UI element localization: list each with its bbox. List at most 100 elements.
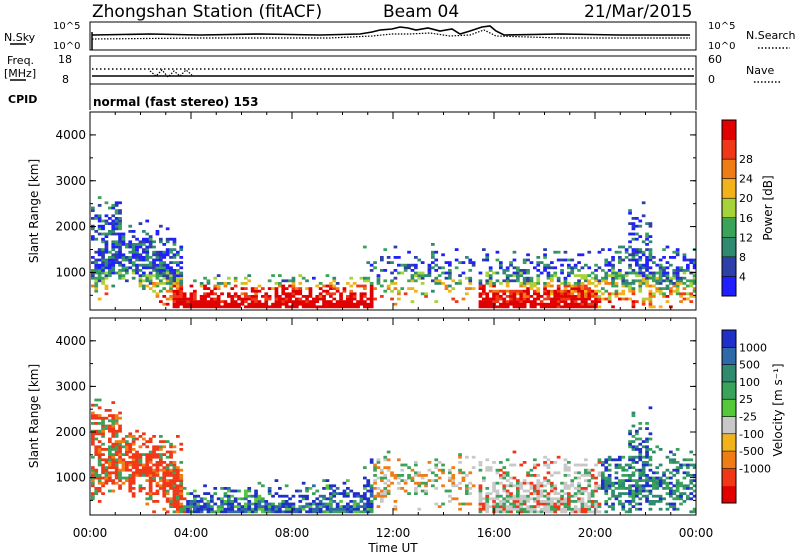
range-gate-cell xyxy=(118,227,122,231)
range-gate-cell xyxy=(645,284,649,288)
range-gate-cell xyxy=(631,424,636,428)
x-tick-label: 08:00 xyxy=(275,526,310,540)
range-gate-cell xyxy=(645,297,649,301)
range-gate-cell xyxy=(618,276,622,280)
range-gate-cell xyxy=(485,302,490,306)
range-gate-cell xyxy=(244,502,248,506)
range-gate-cell xyxy=(567,461,571,464)
range-gate-cell xyxy=(597,474,602,477)
range-gate-cell xyxy=(380,494,384,498)
range-gate-cell xyxy=(210,507,214,511)
range-gate-cell xyxy=(339,292,343,296)
range-gate-cell xyxy=(482,305,486,309)
range-gate-cell xyxy=(465,287,469,290)
range-gate-cell xyxy=(519,497,524,501)
range-gate-cell xyxy=(352,500,357,503)
range-gate-cell xyxy=(298,292,303,296)
range-gate-cell xyxy=(560,258,564,262)
range-gate-cell xyxy=(363,245,367,249)
range-gate-cell xyxy=(220,507,224,511)
range-gate-cell xyxy=(172,284,177,288)
range-gate-cell xyxy=(159,487,163,490)
range-gate-cell xyxy=(597,305,602,309)
range-gate-cell xyxy=(193,302,197,306)
range-gate-cell xyxy=(114,243,119,246)
range-gate-cell xyxy=(148,256,153,259)
range-gate-cell xyxy=(104,201,109,205)
range-gate-cell xyxy=(516,271,520,275)
range-gate-cell xyxy=(509,261,513,264)
range-gate-cell xyxy=(162,266,167,270)
range-gate-cell xyxy=(607,476,612,480)
range-gate-cell xyxy=(400,479,405,482)
range-gate-cell xyxy=(346,507,350,511)
range-gate-cell xyxy=(349,510,354,514)
range-gate-cell xyxy=(587,292,592,296)
range-gate-cell xyxy=(152,263,156,267)
range-gate-cell xyxy=(601,292,605,296)
range-gate-cell xyxy=(145,461,150,464)
range-gate-cell xyxy=(274,292,279,296)
range-gate-cell xyxy=(641,297,646,301)
range-gate-cell xyxy=(264,305,269,309)
range-gate-cell xyxy=(169,282,173,285)
range-gate-cell xyxy=(407,279,411,283)
range-gate-cell xyxy=(665,492,670,495)
range-gate-cell xyxy=(152,492,156,495)
range-gate-cell xyxy=(145,245,150,249)
range-gate-cell xyxy=(652,295,656,298)
range-gate-cell xyxy=(94,403,99,407)
range-gate-cell xyxy=(594,274,598,277)
range-gate-cell xyxy=(142,284,146,288)
range-gate-cell xyxy=(628,466,632,469)
range-gate-cell xyxy=(203,295,207,298)
range-gate-cell xyxy=(254,300,258,303)
range-gate-cell xyxy=(522,500,527,503)
range-gate-cell xyxy=(227,505,231,508)
range-gate-cell xyxy=(635,445,639,449)
range-gate-cell xyxy=(546,284,551,288)
nsky-panel: N.Sky 10^5 10^0 10^5 10^0 N.Search xyxy=(4,21,796,52)
range-gate-cell xyxy=(451,479,456,482)
range-gate-cell xyxy=(672,502,677,506)
range-gate-cell xyxy=(669,263,673,267)
range-gate-cell xyxy=(349,289,354,293)
range-gate-cell xyxy=(624,510,629,514)
range-gate-cell xyxy=(584,305,588,309)
range-gate-cell xyxy=(233,505,238,508)
range-gate-cell xyxy=(686,292,690,296)
range-gate-cell xyxy=(94,414,99,417)
range-gate-cell xyxy=(172,474,177,477)
range-gate-cell xyxy=(400,463,405,467)
range-gate-cell xyxy=(580,292,585,296)
range-gate-cell xyxy=(108,232,112,236)
range-gate-cell xyxy=(655,471,660,475)
range-gate-cell xyxy=(397,256,401,259)
range-gate-cell xyxy=(169,287,173,290)
range-gate-cell xyxy=(679,295,683,298)
range-gate-cell xyxy=(108,453,112,456)
range-gate-cell xyxy=(512,292,517,296)
range-gate-cell xyxy=(471,484,476,488)
range-gate-cell xyxy=(363,302,367,306)
range-gate-cell xyxy=(267,305,272,309)
range-gate-cell xyxy=(210,292,214,296)
range-gate-cell xyxy=(635,279,639,283)
range-gate-cell xyxy=(397,263,401,267)
range-gate-cell xyxy=(607,484,612,488)
range-gate-cell xyxy=(485,271,490,275)
range-gate-cell xyxy=(607,487,612,490)
range-gate-cell xyxy=(431,261,435,264)
range-gate-cell xyxy=(563,463,568,467)
range-gate-cell xyxy=(597,487,602,490)
range-gate-cell xyxy=(138,474,143,477)
range-gate-cell xyxy=(101,435,105,438)
range-gate-cell xyxy=(641,487,646,490)
range-gate-cell xyxy=(692,289,697,293)
range-gate-cell xyxy=(91,411,95,415)
range-gate-cell xyxy=(635,261,639,264)
range-gate-cell xyxy=(478,287,483,290)
range-gate-cell xyxy=(628,489,632,493)
range-gate-cell xyxy=(376,476,381,480)
range-gate-cell xyxy=(284,292,289,296)
